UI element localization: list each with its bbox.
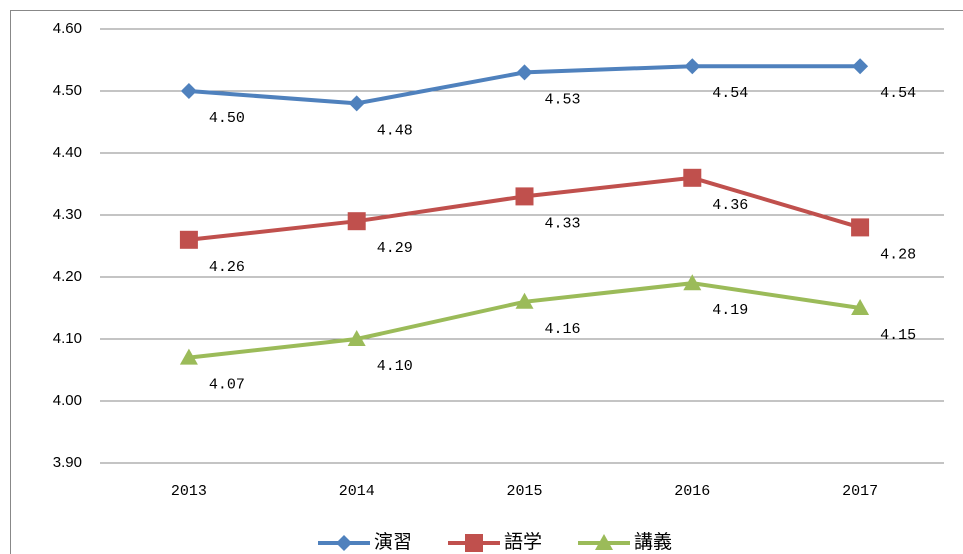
legend-marker (595, 534, 613, 550)
data-point (851, 299, 870, 315)
chart-frame (10, 10, 963, 554)
data-label: 4.54 (712, 85, 748, 102)
x-tick-label: 2013 (171, 483, 207, 500)
data-point (515, 292, 534, 309)
data-label: 4.33 (545, 215, 581, 232)
data-label: 4.19 (712, 302, 748, 319)
data-label: 4.28 (880, 246, 916, 263)
y-tick-label: 4.00 (53, 392, 82, 409)
x-tick-label: 2015 (506, 483, 542, 500)
legend-label: 語学 (504, 531, 542, 553)
data-point (852, 58, 869, 75)
data-point (684, 58, 701, 75)
data-label: 4.53 (545, 91, 581, 108)
x-tick-label: 2017 (842, 483, 878, 500)
data-point (347, 212, 366, 231)
y-tick-label: 4.10 (53, 330, 82, 347)
data-label: 4.07 (209, 377, 245, 394)
data-point (683, 168, 702, 187)
legend-marker (336, 535, 352, 551)
data-label: 4.15 (880, 327, 916, 344)
y-tick-label: 4.30 (53, 206, 82, 223)
legend-label: 講義 (634, 531, 672, 553)
data-point (683, 274, 702, 291)
y-tick-label: 4.20 (53, 268, 82, 285)
data-point (179, 348, 198, 365)
data-label: 4.48 (377, 122, 413, 139)
data-label: 4.16 (545, 321, 581, 338)
data-label: 4.54 (880, 85, 916, 102)
x-tick-label: 2016 (674, 483, 710, 500)
y-tick-label: 4.60 (53, 20, 82, 37)
y-tick-label: 4.50 (53, 82, 82, 99)
data-label: 4.50 (209, 110, 245, 127)
x-tick-label: 2014 (339, 483, 375, 500)
data-label: 4.36 (712, 197, 748, 214)
data-label: 4.29 (377, 240, 413, 257)
y-tick-label: 3.90 (53, 454, 82, 471)
legend-marker (465, 534, 483, 552)
data-point (516, 64, 533, 81)
data-point (179, 230, 198, 249)
data-label: 4.26 (209, 259, 245, 276)
legend-label: 演習 (374, 531, 412, 553)
data-point (851, 218, 870, 237)
data-label: 4.10 (377, 358, 413, 375)
data-point (347, 330, 366, 346)
data-point (348, 95, 365, 112)
y-tick-label: 4.40 (53, 144, 82, 161)
data-point (180, 83, 197, 99)
data-point (515, 187, 534, 206)
